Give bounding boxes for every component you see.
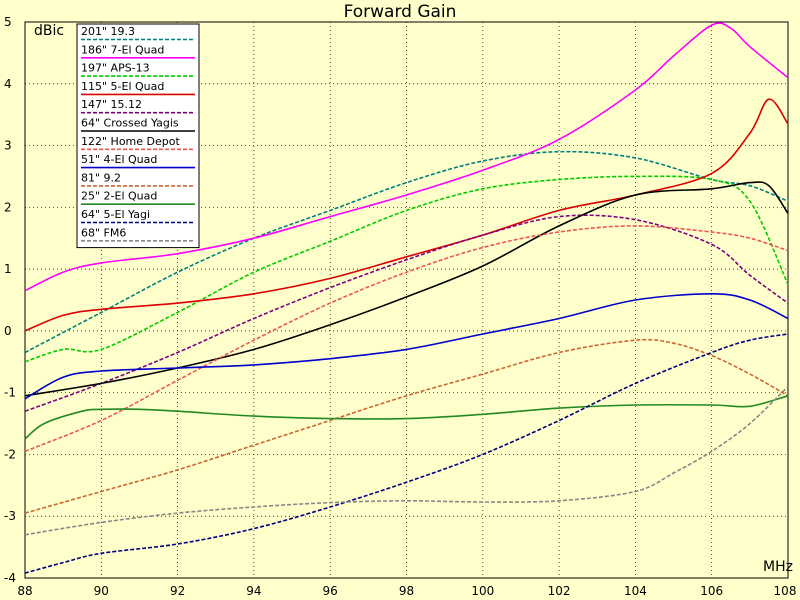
chart-title: Forward Gain	[344, 2, 457, 22]
y-tick-label: 3	[4, 139, 12, 153]
x-tick-label: 90	[94, 584, 109, 598]
series-line-1	[24, 22, 789, 292]
series-line-0	[24, 150, 789, 354]
legend-entry-label: 197" APS-13	[81, 62, 150, 75]
series-line-2	[24, 175, 789, 363]
y-tick-label: -1	[4, 386, 16, 400]
legend-entry-label: 51" 4-El Quad	[81, 153, 157, 166]
legend-entry-label: 115" 5-El Quad	[81, 80, 164, 93]
series-line-10	[24, 333, 789, 574]
y-tick-label: 4	[4, 77, 12, 91]
x-tick-label: 88	[17, 584, 32, 598]
legend-box	[76, 23, 200, 249]
series-line-8	[24, 338, 789, 514]
legend: 201" 19.3 186" 7-El Quad 197" APS-13 115" 5…	[76, 23, 200, 249]
series-line-3	[24, 98, 789, 332]
series-line-7	[24, 292, 789, 400]
x-tick-label: 94	[246, 584, 261, 598]
x-tick-label: 108	[774, 584, 797, 598]
legend-entry-label: 147" 15.12	[81, 98, 142, 111]
series-line-11	[24, 385, 789, 536]
x-tick-label: 102	[548, 584, 571, 598]
legend-entry-label: 64" 5-El Yagi	[81, 208, 150, 221]
legend-entry-label: 68" FM6	[81, 226, 126, 239]
series-line-6	[24, 225, 789, 453]
x-tick-label: 92	[170, 584, 185, 598]
y-tick-label: -2	[4, 447, 16, 461]
series-line-9	[24, 395, 789, 440]
x-tick-label: 106	[700, 584, 723, 598]
legend-entry-label: 64" Crossed Yagis	[81, 117, 179, 130]
series-layer	[24, 22, 789, 574]
y-tick-label: 5	[4, 15, 12, 29]
legend-entry-label: 186" 7-El Quad	[81, 43, 164, 56]
x-axis-label: MHz	[763, 559, 793, 575]
legend-entry-label: 201" 19.3	[81, 25, 135, 38]
x-tick-label: 98	[399, 584, 414, 598]
legend-entry-label: 25" 2-El Quad	[81, 190, 157, 203]
legend-entry-label: 81" 9.2	[81, 171, 121, 184]
x-tick-label: 100	[471, 584, 494, 598]
y-tick-label: 2	[4, 200, 12, 214]
y-axis-label: dBic	[34, 23, 64, 39]
series-line-4	[24, 214, 789, 412]
x-tick-label: 96	[323, 584, 338, 598]
y-tick-label: -3	[4, 509, 16, 523]
plot-frame	[24, 21, 789, 579]
x-tick-label: 104	[624, 584, 647, 598]
y-tick-label: -4	[4, 571, 16, 585]
tick-labels: 88 90 92 94 96 98 100 102 104 106 108 -4 -3 -2 -1 0 1 2 3 4…	[4, 15, 796, 598]
legend-entry-label: 122" Home Depot	[81, 135, 180, 148]
y-tick-label: 0	[4, 324, 12, 338]
y-tick-label: 1	[4, 262, 12, 276]
